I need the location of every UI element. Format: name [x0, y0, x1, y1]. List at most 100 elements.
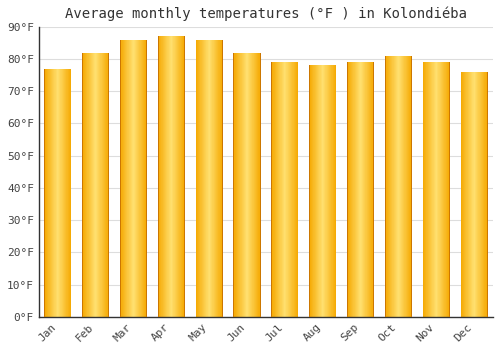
Bar [55, 69, 56, 317]
Bar [386, 56, 387, 317]
Bar [133, 40, 134, 317]
Bar [275, 62, 276, 317]
Bar [69, 69, 70, 317]
Bar [164, 36, 165, 317]
Bar [213, 40, 214, 317]
Bar [161, 36, 162, 317]
Bar [295, 62, 296, 317]
Bar [96, 52, 97, 317]
Bar [251, 52, 252, 317]
Bar [168, 36, 169, 317]
Bar [89, 52, 90, 317]
Bar [373, 62, 374, 317]
Bar [99, 52, 100, 317]
Bar [411, 56, 412, 317]
Bar [366, 62, 367, 317]
Bar [397, 56, 398, 317]
Bar [220, 40, 221, 317]
Bar [179, 36, 180, 317]
Bar [283, 62, 284, 317]
Bar [141, 40, 142, 317]
Bar [104, 52, 105, 317]
Bar [467, 72, 468, 317]
Bar [312, 65, 313, 317]
Bar [403, 56, 404, 317]
Bar [126, 40, 127, 317]
Bar [144, 40, 145, 317]
Bar [90, 52, 91, 317]
Bar [208, 40, 209, 317]
Bar [460, 72, 462, 317]
Bar [407, 56, 408, 317]
Bar [211, 40, 212, 317]
Bar [284, 62, 285, 317]
Bar [198, 40, 199, 317]
Bar [94, 52, 95, 317]
Bar [463, 72, 464, 317]
Bar [47, 69, 48, 317]
Bar [385, 56, 386, 317]
Bar [83, 52, 84, 317]
Bar [134, 40, 135, 317]
Bar [327, 65, 328, 317]
Bar [136, 40, 138, 317]
Bar [138, 40, 139, 317]
Bar [271, 62, 272, 317]
Bar [347, 62, 348, 317]
Bar [58, 69, 59, 317]
Bar [470, 72, 471, 317]
Bar [371, 62, 372, 317]
Bar [478, 72, 479, 317]
Bar [246, 52, 247, 317]
Bar [410, 56, 411, 317]
Bar [388, 56, 389, 317]
Bar [353, 62, 354, 317]
Bar [277, 62, 278, 317]
Bar [66, 69, 67, 317]
Bar [409, 56, 410, 317]
Bar [442, 62, 443, 317]
Bar [482, 72, 483, 317]
Bar [443, 62, 444, 317]
Bar [464, 72, 465, 317]
Bar [222, 40, 223, 317]
Bar [216, 40, 217, 317]
Bar [362, 62, 364, 317]
Bar [91, 52, 92, 317]
Bar [428, 62, 429, 317]
Bar [322, 65, 324, 317]
Bar [276, 62, 277, 317]
Bar [142, 40, 144, 317]
Bar [174, 36, 175, 317]
Bar [65, 69, 66, 317]
Bar [235, 52, 236, 317]
Bar [368, 62, 370, 317]
Bar [212, 40, 213, 317]
Bar [172, 36, 173, 317]
Bar [240, 52, 241, 317]
Bar [405, 56, 406, 317]
Bar [127, 40, 128, 317]
Bar [481, 72, 482, 317]
Bar [401, 56, 402, 317]
Bar [207, 40, 208, 317]
Bar [434, 62, 435, 317]
Bar [357, 62, 358, 317]
Bar [214, 40, 215, 317]
Bar [124, 40, 126, 317]
Bar [180, 36, 181, 317]
Bar [423, 62, 424, 317]
Bar [472, 72, 473, 317]
Bar [359, 62, 360, 317]
Bar [46, 69, 47, 317]
Bar [487, 72, 488, 317]
Bar [468, 72, 469, 317]
Bar [259, 52, 260, 317]
Bar [296, 62, 297, 317]
Bar [108, 52, 109, 317]
Bar [287, 62, 288, 317]
Bar [335, 65, 336, 317]
Bar [202, 40, 203, 317]
Bar [140, 40, 141, 317]
Bar [50, 69, 51, 317]
